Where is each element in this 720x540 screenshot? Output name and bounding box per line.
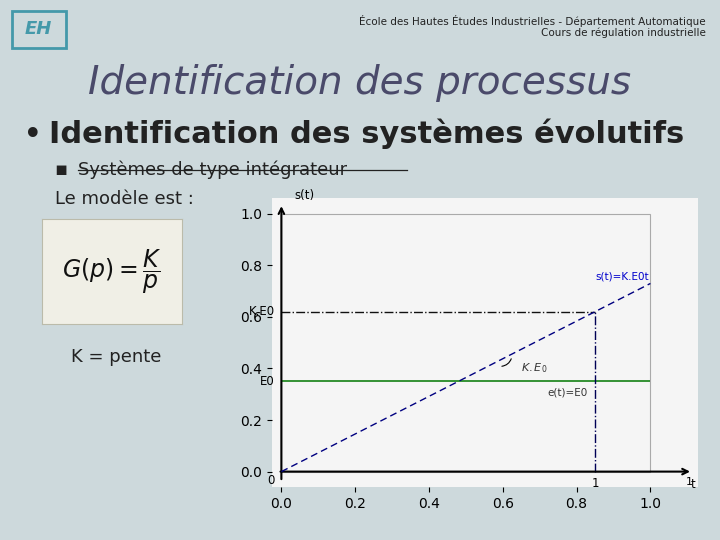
Text: $G(p)=\dfrac{K}{p}$: $G(p)=\dfrac{K}{p}$ [62, 247, 162, 295]
Text: Identification des processus: Identification des processus [89, 64, 631, 102]
Text: Identification des systèmes évolutifs: Identification des systèmes évolutifs [49, 119, 684, 149]
Bar [12, 11, 66, 48]
Text: K = pente: K = pente [71, 348, 161, 366]
Text: Cours de régulation industrielle: Cours de régulation industrielle [541, 27, 706, 37]
Text: 1: 1 [591, 477, 599, 490]
Text: ▪: ▪ [55, 160, 68, 179]
Bar [282, 214, 650, 471]
Text: Systèmes de type intégrateur: Systèmes de type intégrateur [78, 160, 347, 179]
Text: 1: 1 [685, 477, 693, 487]
Text: t: t [690, 478, 696, 491]
Text: 0: 0 [267, 474, 275, 487]
Text: E0: E0 [260, 375, 275, 388]
Text: Le modèle est :: Le modèle est : [55, 190, 194, 208]
Text: K.E0: K.E0 [248, 305, 275, 318]
Text: $K.E_0$: $K.E_0$ [521, 361, 548, 375]
Text: s(t)=K.E0t: s(t)=K.E0t [595, 272, 649, 282]
Text: •: • [23, 119, 42, 152]
Text: EH: EH [25, 20, 53, 38]
Text: s(t): s(t) [294, 189, 315, 202]
Text: e(t)=E0: e(t)=E0 [547, 388, 588, 398]
Text: École des Hautes Études Industrielles - Département Automatique: École des Hautes Études Industrielles - … [359, 15, 706, 27]
